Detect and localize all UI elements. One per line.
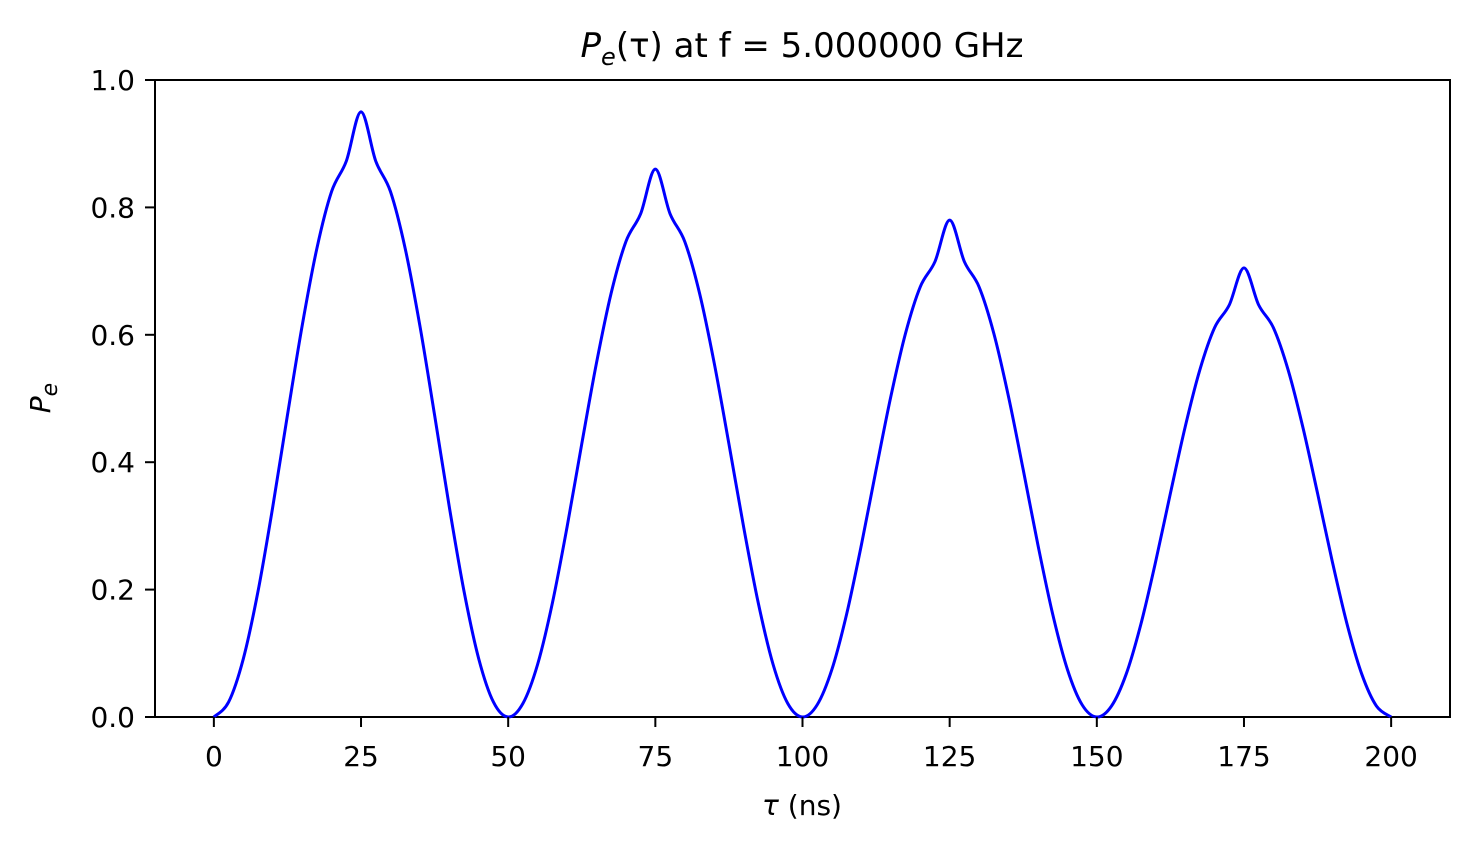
x-tick-label: 25 [343, 740, 379, 773]
x-tick-label: 200 [1364, 740, 1417, 773]
chart-title-argument: (τ) [616, 26, 663, 66]
y-axis-label: Pe [24, 383, 63, 413]
x-tick-label: 75 [638, 740, 674, 773]
x-axis-label: τ (ns) [762, 789, 842, 822]
x-axis-ticks: 0 25 50 75 100 125 150 175 200 [205, 717, 1418, 773]
y-tick-label: 0.2 [90, 574, 135, 607]
x-tick-label: 150 [1070, 740, 1123, 773]
chart-title-symbol: P [581, 26, 602, 66]
chart-title-rest: at f = 5.000000 GHz [663, 26, 1024, 66]
x-tick-label: 175 [1217, 740, 1270, 773]
chart-title-subscript: e [601, 43, 616, 71]
y-axis-label-subscript: e [38, 383, 63, 397]
series-line-pe [212, 110, 1393, 719]
y-tick-label: 0.4 [90, 446, 135, 479]
y-tick-label: 0.8 [90, 191, 135, 224]
y-axis-ticks: 0.0 0.2 0.4 0.6 0.8 1.0 [90, 64, 155, 734]
chart-title: Pe(τ) at f = 5.000000 GHz [581, 26, 1024, 71]
x-tick-label: 50 [490, 740, 526, 773]
y-tick-label: 0.6 [90, 319, 135, 352]
x-axis-label-symbol: τ [762, 789, 779, 822]
x-tick-label: 100 [776, 740, 829, 773]
y-axis-label-symbol: P [24, 396, 57, 413]
y-tick-label: 1.0 [90, 64, 135, 97]
x-tick-label: 0 [205, 740, 223, 773]
x-tick-label: 125 [923, 740, 976, 773]
x-axis-label-rest: (ns) [779, 789, 842, 822]
y-tick-label: 0.0 [90, 701, 135, 734]
